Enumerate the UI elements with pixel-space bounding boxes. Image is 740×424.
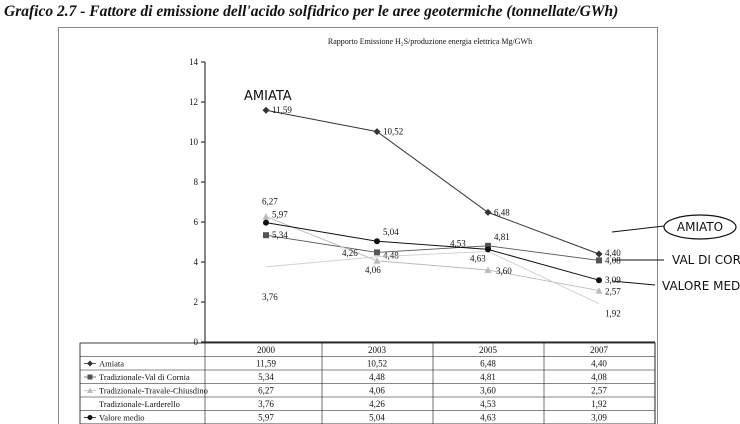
series-line-1	[265, 234, 600, 261]
data-point	[374, 238, 380, 245]
table-value-cell: 11,59	[256, 359, 276, 369]
legend-series-name: Tradizionale-Larderello	[99, 399, 180, 409]
data-label: 1,92	[605, 309, 621, 319]
legend-series-name: Amiata	[99, 359, 124, 369]
table-value-cell: 4,08	[591, 372, 607, 382]
table-value-cell: 5,04	[369, 413, 385, 423]
handwritten-note-val-di-cornia: VAL DI CORNIA	[672, 253, 740, 267]
chart-heading: Grafico 2.7 - Fattore di emissione dell'…	[4, 3, 619, 20]
y-tick-label: 10	[189, 137, 199, 147]
table-value-cell: 4,26	[369, 399, 385, 409]
data-label: 4,48	[383, 250, 399, 260]
data-label: 11,59	[272, 105, 292, 115]
table-value-cell: 2,57	[591, 386, 607, 396]
data-label: 5,04	[383, 227, 399, 237]
table-header-cell: 2003	[368, 345, 387, 355]
table-value-cell: 5,97	[258, 413, 274, 423]
handwritten-note-amiata: AMIATO	[677, 220, 723, 234]
handwritten-arrow	[611, 280, 656, 286]
data-point	[485, 246, 491, 253]
data-label: 5,34	[272, 230, 288, 240]
legend-series-name: Valore medio	[99, 413, 145, 423]
legend-series-name: Tradizionale-Val di Cornia	[99, 372, 190, 382]
y-tick-label: 6	[194, 217, 199, 227]
data-point	[263, 232, 269, 239]
y-tick-label: 4	[194, 257, 199, 267]
table-header-cell: 2007	[590, 345, 609, 355]
series-line-4	[265, 222, 600, 281]
table-value-cell: 4,06	[369, 386, 385, 396]
data-point	[373, 128, 381, 136]
table-value-cell: 1,92	[591, 399, 607, 409]
table-value-cell: 4,63	[480, 413, 496, 423]
table-value-cell: 4,53	[480, 399, 496, 409]
handwritten-amiata-label: AMIATA	[244, 89, 292, 104]
table-value-cell: 5,34	[258, 372, 274, 382]
legend-series-name: Tradizionale-Travale-Chiusdino	[99, 386, 208, 396]
y-tick-label: 2	[194, 297, 199, 307]
data-label: 3,60	[496, 266, 512, 276]
data-label: 4,06	[365, 265, 381, 275]
data-label: 4,81	[494, 232, 510, 242]
handwritten-circle	[663, 214, 737, 240]
y-tick-label: 0	[194, 337, 199, 347]
data-label: 4,53	[450, 238, 466, 248]
data-point	[373, 257, 381, 264]
table-value-cell: 4,81	[480, 372, 496, 382]
table-value-cell: 3,60	[480, 386, 496, 396]
data-label: 4,63	[470, 253, 486, 263]
y-tick-label: 8	[194, 177, 199, 187]
y-tick-label: 14	[189, 57, 199, 67]
data-point	[374, 249, 380, 256]
table-header-cell: 2005	[479, 345, 498, 355]
data-label: 6,48	[494, 207, 510, 217]
data-label: 3,76	[262, 292, 278, 302]
table-value-cell: 6,27	[258, 386, 274, 396]
data-label: 3,09	[605, 275, 621, 285]
data-point	[262, 106, 270, 114]
table-value-cell: 3,09	[591, 413, 607, 423]
data-point	[596, 257, 602, 264]
data-point	[596, 277, 602, 284]
series-line-2	[265, 216, 600, 292]
handwritten-arrow	[611, 225, 665, 233]
table-value-cell: 4,48	[369, 372, 385, 382]
data-label: 2,57	[605, 287, 621, 297]
data-label: 4,26	[342, 248, 358, 258]
table-value-cell: 4,40	[591, 359, 607, 369]
chart-title: Rapporto Emissione H₂S/produzione energi…	[328, 37, 532, 46]
handwritten-note-valore-medio: VALORE MEDI	[662, 279, 740, 293]
table-value-cell: 6,48	[480, 359, 496, 369]
data-point	[595, 287, 603, 294]
data-point	[262, 213, 270, 220]
data-label: 6,27	[262, 197, 278, 207]
data-label: 10,52	[383, 127, 403, 137]
data-point	[485, 242, 491, 249]
data-label: 5,97	[272, 210, 288, 220]
data-label: 4,40	[605, 248, 621, 258]
y-tick-label: 12	[189, 97, 198, 107]
series-line-0	[265, 109, 600, 255]
series-line-3	[265, 250, 600, 305]
data-point	[595, 250, 603, 258]
table-value-cell: 10,52	[367, 359, 387, 369]
table-value-cell: 3,76	[258, 399, 274, 409]
chart-frame	[58, 27, 658, 424]
data-point	[263, 219, 269, 226]
data-point	[484, 208, 492, 216]
table-header-cell: 2000	[257, 345, 276, 355]
data-point	[484, 266, 492, 273]
